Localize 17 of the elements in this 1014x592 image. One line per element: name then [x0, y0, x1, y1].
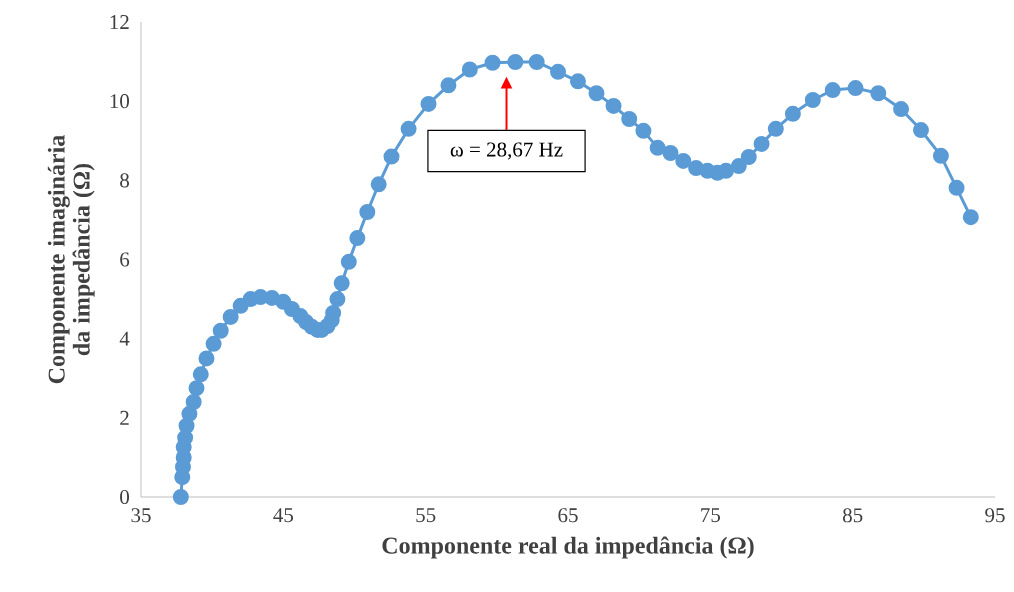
y-tick-label: 10: [110, 94, 130, 109]
x-tick-label: 55: [416, 508, 436, 523]
x-tick-label: 35: [131, 508, 151, 523]
x-tick-label: 45: [273, 508, 294, 523]
x-tick-label: 75: [701, 508, 721, 523]
y-tick-label: 8: [120, 173, 130, 188]
x-axis-title: Componente real da impedância (Ω): [382, 536, 754, 559]
y-tick-label: 2: [120, 410, 129, 425]
annotation: ω = 28,67 Hz: [450, 142, 563, 160]
x-tick-label: 65: [558, 508, 578, 523]
y-tick-label: 12: [110, 15, 129, 29]
y-axis-title: Componente imaginária da impedância (Ω): [47, 135, 95, 384]
x-tick-label: 85: [842, 508, 863, 523]
y-tick-label: 6: [120, 252, 130, 267]
x-tick-label: 95: [985, 508, 1005, 523]
y-tick-label: 0: [120, 489, 130, 505]
y-tick-label: 4: [119, 331, 130, 346]
